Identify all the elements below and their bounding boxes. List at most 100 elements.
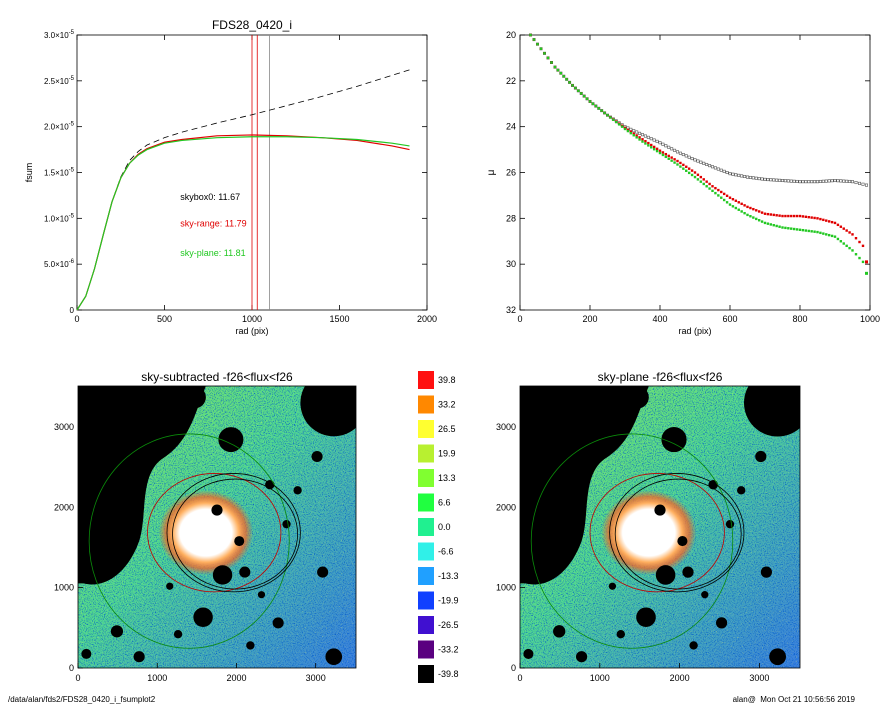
data-point (751, 176, 755, 180)
data-point (640, 133, 644, 137)
y-tick-label: 2000 (496, 502, 516, 512)
data-point (667, 145, 671, 149)
colorbar-swatch (418, 518, 434, 536)
data-point (854, 253, 858, 256)
data-point (772, 224, 775, 227)
data-point (798, 180, 802, 184)
x-tick-label: 2000 (417, 314, 437, 324)
y-tick-label: 3000 (54, 422, 74, 432)
mask-circle (744, 386, 800, 437)
series-points (529, 33, 868, 275)
data-point (529, 33, 532, 37)
data-point (839, 240, 843, 243)
data-point (827, 233, 831, 237)
mask-circle (293, 486, 302, 495)
mask-circle (553, 625, 566, 638)
data-point (702, 182, 705, 186)
mask-circle (325, 648, 343, 666)
colorbar-label: -26.5 (438, 620, 459, 630)
data-point (766, 178, 770, 182)
data-point (646, 135, 650, 139)
colorbar-label: 26.5 (438, 424, 456, 434)
data-point (746, 205, 749, 209)
colorbar-swatch (418, 371, 434, 389)
data-point (539, 47, 543, 50)
data-point (717, 188, 720, 192)
data-point (784, 214, 787, 218)
data-point (693, 158, 697, 162)
data-point (748, 175, 752, 179)
y-tick-label: 1.0×10-5 (44, 213, 75, 223)
data-point (612, 118, 615, 121)
data-point (708, 182, 711, 186)
aperture-ellipse (166, 473, 301, 593)
mask-circle (257, 591, 266, 599)
data-point (690, 157, 694, 161)
data-point (696, 173, 700, 176)
mask-circle (317, 566, 329, 578)
mask-circle (234, 536, 245, 547)
data-point (760, 177, 764, 181)
y-tick-label: 1.5×10-5 (44, 168, 75, 178)
mask-circle (725, 519, 735, 529)
colorbar-label: 33.2 (438, 400, 456, 410)
data-point (553, 65, 557, 69)
data-point (783, 179, 787, 183)
data-point (655, 147, 659, 151)
data-point (769, 178, 773, 182)
data-point (710, 165, 714, 169)
data-point (795, 214, 799, 218)
data-point (813, 180, 817, 184)
colorbar-label: -6.6 (438, 547, 454, 557)
x-tick-label: 3000 (749, 673, 769, 683)
data-point (810, 230, 813, 233)
data-point (711, 189, 714, 193)
data-point (842, 242, 845, 245)
data-point (685, 165, 688, 168)
data-point (861, 182, 865, 186)
x-tick-label: 1500 (329, 314, 349, 324)
data-point (658, 149, 662, 152)
data-point (664, 152, 668, 156)
data-point (728, 172, 732, 176)
data-point (722, 169, 726, 173)
data-point (848, 179, 852, 183)
data-point (679, 161, 682, 165)
data-point (643, 134, 647, 138)
data-point (702, 178, 705, 181)
data-point (833, 221, 837, 225)
data-point (594, 104, 598, 108)
y-tick-label: 3.0×10-5 (44, 30, 75, 40)
data-point (766, 212, 770, 216)
data-point (658, 141, 662, 145)
x-tick-label: 0 (74, 314, 79, 324)
data-point (687, 171, 691, 175)
y-tick-label: 2.0×10-5 (44, 122, 75, 132)
data-point (591, 102, 595, 105)
data-point (737, 173, 741, 177)
data-point (760, 220, 764, 223)
data-point (644, 142, 647, 145)
x-tick-label: 2000 (226, 673, 246, 683)
mask-circle (576, 651, 588, 663)
data-point (652, 138, 656, 142)
x-tick-label: 1000 (242, 314, 262, 324)
mask-circle (239, 566, 251, 578)
data-point (725, 194, 729, 197)
galaxy-core (158, 490, 254, 575)
data-point (792, 227, 796, 231)
data-point (603, 111, 606, 115)
data-point (754, 176, 758, 180)
mask-circle (760, 566, 773, 578)
fsum-plot: FDS28_0420_i 0 500 1000 1500 2000 0 5.0×10-6 1.0… (24, 18, 437, 336)
data-point (699, 175, 703, 179)
data-point (690, 173, 694, 177)
data-point (681, 153, 685, 157)
y-tick-label: 1000 (496, 583, 516, 593)
y-axis-label: fsum (24, 163, 34, 183)
data-point (647, 144, 650, 147)
image-title: sky-plane -f26<flux<f26 (598, 370, 723, 384)
data-point (781, 214, 784, 218)
data-point (757, 210, 761, 213)
data-point (708, 164, 712, 168)
